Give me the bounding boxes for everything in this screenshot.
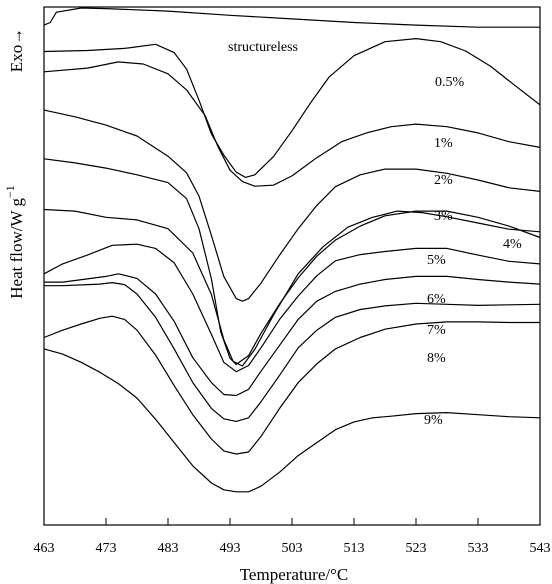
y-axis-title-group: Heat flow/W g−1 xyxy=(3,185,26,299)
series-label-4: 3% xyxy=(434,209,453,224)
series-label-8: 7% xyxy=(427,323,446,338)
y-axis-title: Heat flow/W g xyxy=(7,198,26,299)
series-label-3: 2% xyxy=(434,173,453,188)
x-tick-label: 463 xyxy=(34,541,55,556)
series-line-5 xyxy=(43,208,541,367)
x-tick-label: 533 xyxy=(468,541,489,556)
exo-arrow-icon: → xyxy=(7,28,26,45)
series-label-1: 0.5% xyxy=(435,75,465,90)
series-labels: structureless 0.5% 1% 2% 3% 4% 5% 6% 7% 8% 9% xyxy=(228,40,522,428)
series-label-2: 1% xyxy=(434,136,453,151)
series-line-9 xyxy=(43,315,540,455)
series-line-4 xyxy=(43,158,541,365)
y-axis-title-superscript: −1 xyxy=(3,185,17,198)
exo-indicator: Exo→ xyxy=(7,28,26,72)
series-line-1 xyxy=(43,38,541,178)
plot-frame xyxy=(43,6,541,526)
x-tick-label: 483 xyxy=(158,541,179,556)
x-tick-label: 523 xyxy=(406,541,427,556)
series-line-0 xyxy=(43,7,540,28)
series-line-8 xyxy=(44,282,541,422)
x-tick-label: 493 xyxy=(220,541,241,556)
series-line-3 xyxy=(43,109,541,302)
x-tick-label: 473 xyxy=(96,541,117,556)
svg-text:Exo→: Exo→ xyxy=(7,28,26,72)
series-label-0: structureless xyxy=(228,40,298,55)
x-tick-label: 513 xyxy=(344,541,365,556)
series-line-6 xyxy=(43,243,541,373)
series-label-6: 5% xyxy=(427,253,446,268)
x-axis-title: Temperature/°C xyxy=(240,565,349,584)
series-label-5: 4% xyxy=(503,237,522,252)
exo-label: Exo xyxy=(7,45,26,72)
x-tick-label: 503 xyxy=(282,541,303,556)
x-axis-ticks: 463 473 483 493 503 513 523 533 543 xyxy=(34,518,551,556)
series-group xyxy=(43,7,541,493)
series-label-10: 9% xyxy=(424,413,443,428)
series-line-7 xyxy=(44,273,541,397)
svg-text:Heat flow/W g−1: Heat flow/W g−1 xyxy=(3,185,26,299)
series-line-2 xyxy=(43,61,541,187)
x-tick-label: 543 xyxy=(530,541,551,556)
series-label-7: 6% xyxy=(427,292,446,307)
series-label-9: 8% xyxy=(427,351,446,366)
series-line-10 xyxy=(43,348,541,493)
